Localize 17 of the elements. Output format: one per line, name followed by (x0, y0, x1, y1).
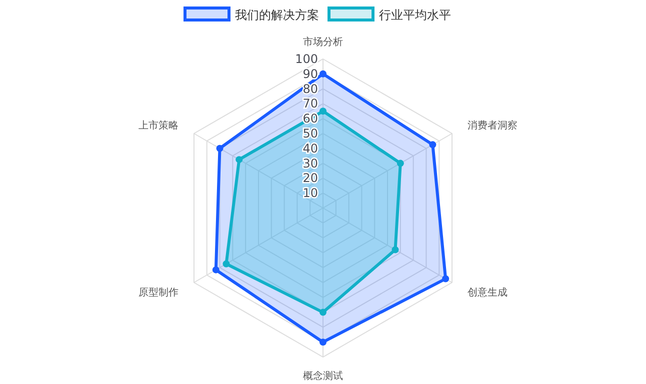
legend-label: 我们的解决方案 (235, 8, 319, 22)
legend: 我们的解决方案 行业平均水平 (184, 6, 451, 22)
spoke-label: 概念测试 (303, 370, 343, 382)
y-tick-label: 40 (302, 141, 318, 156)
y-tick-label: 50 (302, 126, 318, 140)
y-tick-label: 80 (302, 82, 318, 96)
spoke-label: 市场分析 (303, 36, 343, 48)
spoke-label: 原型制作 (138, 286, 178, 298)
spoke-label: 上市策略 (138, 120, 178, 132)
y-tick-label: 100 (295, 52, 318, 66)
y-tick-label: 20 (302, 171, 318, 186)
spoke-label: 消费者洞察 (468, 120, 518, 132)
y-tick-label: 10 (302, 186, 318, 200)
y-tick-label: 90 (302, 66, 318, 81)
y-tick-label: 30 (302, 156, 318, 170)
y-tick-label: 70 (302, 96, 318, 111)
spoke-label: 创意生成 (468, 286, 508, 298)
